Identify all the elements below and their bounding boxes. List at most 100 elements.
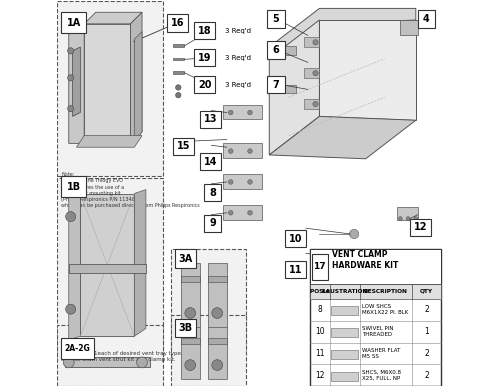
Bar	[171, 315, 246, 386]
Text: 1: 1	[424, 327, 429, 336]
Circle shape	[66, 304, 76, 314]
Text: 11: 11	[315, 349, 324, 358]
Bar	[200, 111, 221, 128]
Circle shape	[212, 308, 222, 319]
Text: 1A: 1A	[66, 18, 80, 28]
Polygon shape	[320, 20, 416, 120]
Text: 3 Req'd: 3 Req'd	[225, 55, 251, 61]
Circle shape	[176, 92, 181, 98]
Polygon shape	[270, 116, 416, 159]
Bar	[277, 85, 296, 93]
Polygon shape	[134, 32, 142, 143]
Bar	[61, 176, 86, 197]
Circle shape	[248, 149, 252, 153]
Bar	[223, 105, 262, 120]
Text: Note:
Mounting the Trilogy EVO
vent requires the use of a
wheelchair mounting ki: Note: Mounting the Trilogy EVO vent requ…	[61, 172, 200, 208]
Circle shape	[228, 180, 233, 184]
Polygon shape	[130, 12, 142, 143]
Circle shape	[313, 39, 318, 45]
Bar	[223, 143, 262, 158]
Bar	[208, 276, 227, 282]
Polygon shape	[180, 263, 200, 329]
Text: 6: 6	[272, 45, 280, 55]
Bar	[277, 46, 296, 55]
Circle shape	[406, 217, 410, 221]
Text: POS #: POS #	[310, 289, 330, 294]
Bar	[312, 253, 328, 280]
Circle shape	[64, 357, 74, 368]
Polygon shape	[69, 24, 84, 143]
Circle shape	[414, 217, 418, 221]
Bar	[194, 49, 216, 66]
Bar	[194, 22, 216, 39]
Text: 2: 2	[424, 349, 429, 358]
Text: 5: 5	[272, 14, 280, 24]
Text: 2: 2	[424, 371, 429, 380]
Bar	[69, 264, 146, 272]
Circle shape	[68, 48, 74, 54]
Bar	[57, 178, 163, 361]
Polygon shape	[208, 327, 227, 378]
Circle shape	[228, 110, 233, 115]
Bar	[173, 58, 184, 60]
Bar	[167, 14, 188, 32]
Polygon shape	[84, 24, 130, 143]
Polygon shape	[270, 20, 320, 155]
Text: 3 Req'd: 3 Req'd	[225, 27, 251, 34]
Bar	[418, 10, 435, 28]
Bar	[310, 249, 441, 284]
Text: 14: 14	[204, 157, 217, 167]
Circle shape	[176, 85, 181, 90]
Bar	[208, 338, 227, 344]
Bar	[61, 338, 94, 359]
Text: 8: 8	[209, 188, 216, 197]
Text: ILLUSTRATION: ILLUSTRATION	[322, 289, 368, 294]
Circle shape	[398, 217, 402, 221]
Circle shape	[313, 70, 318, 76]
Circle shape	[185, 308, 196, 319]
Text: Note: order 1each of desired vent tray type,
correct width vent strut kit and cl: Note: order 1each of desired vent tray t…	[61, 351, 182, 362]
Bar	[400, 20, 417, 35]
Text: 4: 4	[423, 14, 430, 24]
Bar	[396, 207, 417, 221]
Bar	[180, 338, 200, 344]
Text: 10: 10	[315, 327, 324, 336]
Bar	[223, 174, 262, 189]
Text: 18: 18	[198, 26, 211, 36]
Circle shape	[248, 180, 252, 184]
Bar	[284, 261, 306, 278]
Polygon shape	[208, 263, 227, 329]
Bar	[171, 249, 246, 352]
Text: 3 Req'd: 3 Req'd	[225, 82, 251, 87]
Bar	[332, 328, 358, 337]
Bar	[200, 153, 221, 170]
Text: 7: 7	[272, 80, 280, 89]
Text: 16: 16	[171, 18, 184, 28]
Text: 1B: 1B	[66, 182, 80, 192]
Polygon shape	[65, 357, 150, 367]
Bar	[204, 184, 221, 201]
Text: 12: 12	[315, 371, 324, 380]
Text: QTY: QTY	[420, 289, 433, 294]
Bar	[173, 138, 194, 155]
Bar	[223, 205, 262, 220]
Bar	[173, 71, 184, 74]
Text: 10: 10	[288, 234, 302, 244]
Circle shape	[66, 212, 76, 222]
Text: 20: 20	[198, 80, 211, 89]
Bar	[310, 249, 441, 386]
Text: SHCS, M6X0.8
X25, FULL, NP: SHCS, M6X0.8 X25, FULL, NP	[362, 370, 401, 381]
Circle shape	[313, 101, 318, 107]
Text: 15: 15	[176, 141, 190, 151]
Polygon shape	[76, 136, 142, 147]
Bar	[57, 325, 163, 386]
Text: DESCRIPTION: DESCRIPTION	[364, 289, 408, 294]
Bar	[310, 284, 441, 299]
Circle shape	[68, 75, 74, 81]
Text: 3A: 3A	[178, 253, 192, 264]
Circle shape	[185, 360, 196, 370]
Bar	[304, 37, 320, 47]
Polygon shape	[69, 194, 80, 340]
Polygon shape	[80, 194, 134, 336]
Bar	[332, 349, 358, 359]
